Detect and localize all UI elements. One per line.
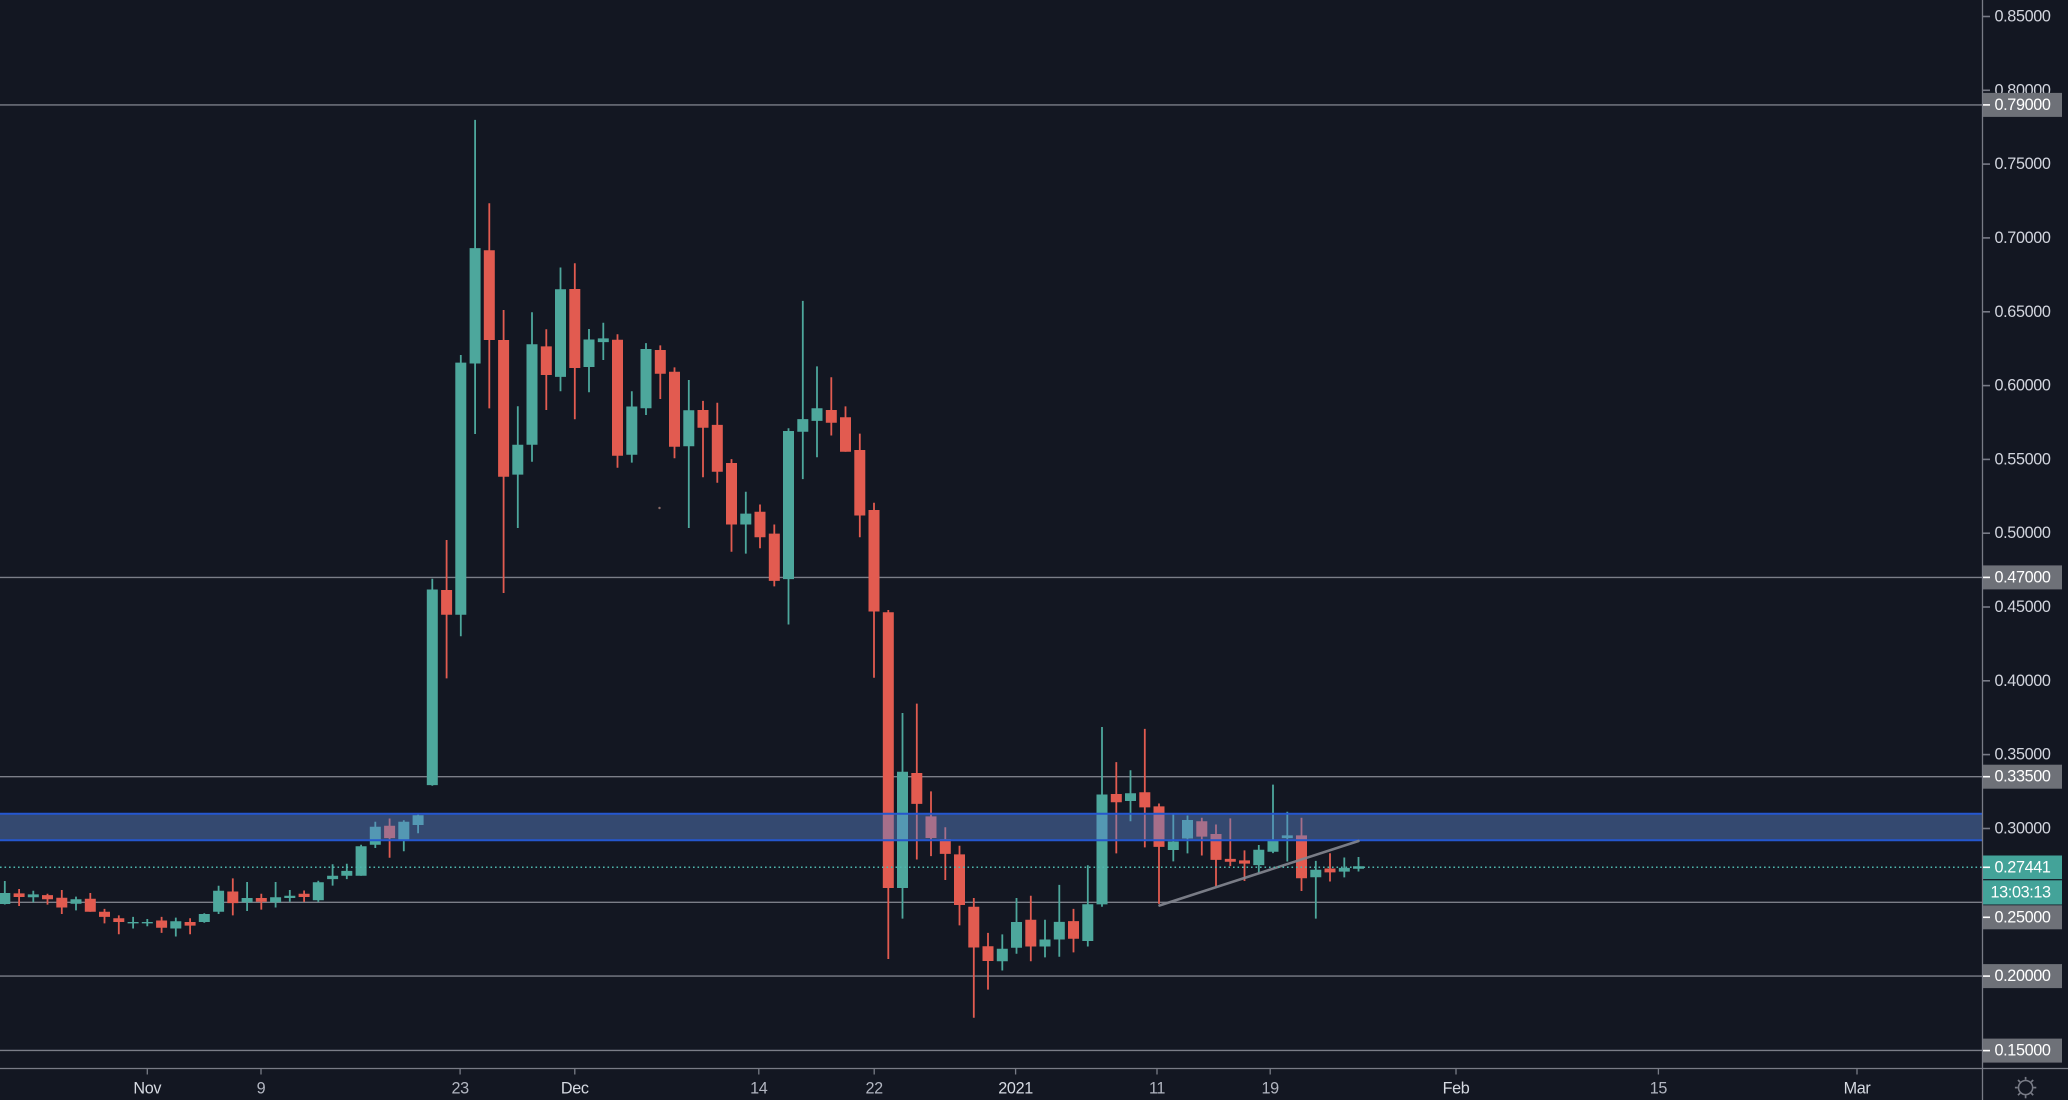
svg-text:0.85000: 0.85000 (1995, 8, 2051, 26)
svg-text:0.15000: 0.15000 (1995, 1042, 2051, 1060)
svg-text:0.30000: 0.30000 (1995, 820, 2051, 838)
svg-text:15: 15 (1650, 1080, 1668, 1098)
svg-text:11: 11 (1149, 1080, 1165, 1098)
svg-text:9: 9 (257, 1080, 266, 1098)
svg-text:23: 23 (451, 1080, 469, 1098)
svg-text:0.20000: 0.20000 (1995, 967, 2051, 985)
svg-text:0.50000: 0.50000 (1995, 524, 2051, 542)
svg-text:Feb: Feb (1443, 1080, 1470, 1098)
svg-text:13:03:13: 13:03:13 (1991, 884, 2052, 902)
svg-text:0.60000: 0.60000 (1995, 377, 2051, 395)
svg-text:0.45000: 0.45000 (1995, 598, 2051, 616)
svg-text:0.27441: 0.27441 (1995, 858, 2051, 876)
svg-text:0.55000: 0.55000 (1995, 450, 2051, 468)
svg-text:0.40000: 0.40000 (1995, 672, 2051, 690)
svg-text:2021: 2021 (998, 1080, 1033, 1098)
svg-text:22: 22 (866, 1080, 884, 1098)
svg-text:14: 14 (750, 1080, 768, 1098)
svg-text:0.70000: 0.70000 (1995, 229, 2051, 247)
svg-text:0.79000: 0.79000 (1995, 96, 2051, 114)
svg-text:Dec: Dec (561, 1080, 589, 1098)
svg-text:0.35000: 0.35000 (1995, 746, 2051, 764)
svg-text:0.25000: 0.25000 (1995, 908, 2051, 926)
svg-text:0.65000: 0.65000 (1995, 303, 2051, 321)
svg-text:Nov: Nov (133, 1080, 162, 1098)
svg-text:0.33500: 0.33500 (1995, 768, 2051, 786)
svg-text:0.75000: 0.75000 (1995, 155, 2051, 173)
svg-text:0.47000: 0.47000 (1995, 568, 2051, 586)
svg-text:Mar: Mar (1844, 1080, 1872, 1098)
svg-text:19: 19 (1262, 1080, 1280, 1098)
